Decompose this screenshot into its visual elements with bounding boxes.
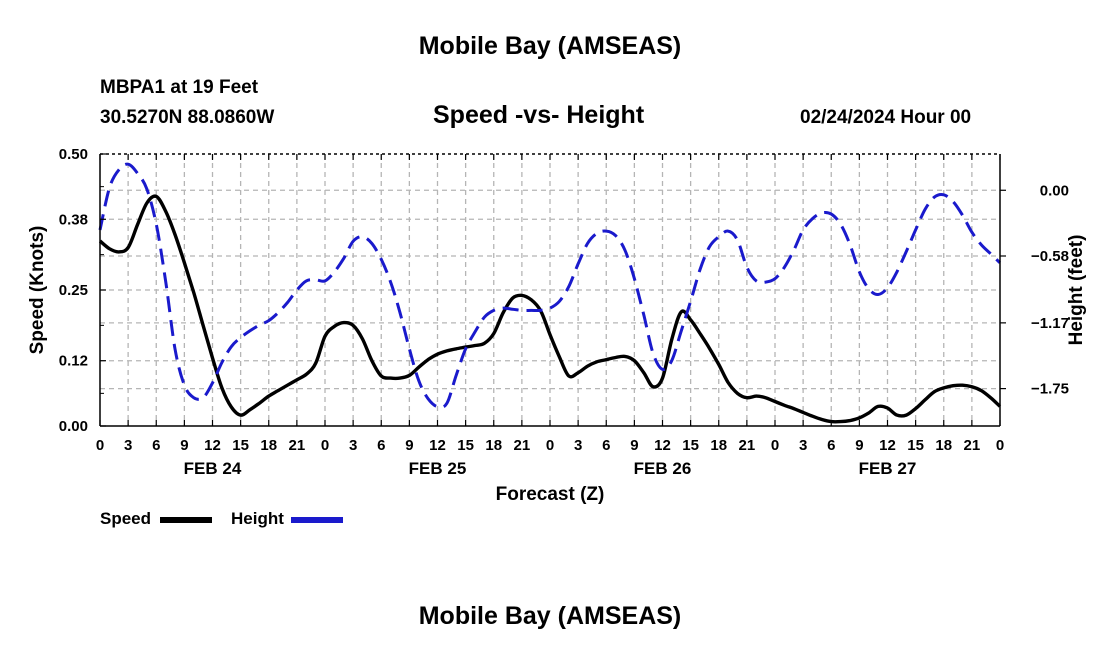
legend-height-swatch (291, 517, 343, 523)
x-tick-label: 6 (827, 437, 835, 454)
forecast-datetime: 02/24/2024 Hour 00 (800, 107, 972, 128)
legend-speed-label: Speed (100, 509, 152, 528)
chart-main-title: Mobile Bay (AMSEAS) (418, 32, 682, 60)
axes (99, 153, 1006, 427)
height-series-line (98, 162, 1002, 409)
station-label: MBPA1 at 19 Feet (100, 77, 259, 98)
y-tick-label: 0.00 (59, 418, 88, 435)
day-label: FEB 25 (409, 459, 467, 478)
x-tick-label: 21 (739, 437, 756, 454)
x-tick-label: 18 (710, 437, 727, 454)
x-tick-label: 21 (964, 437, 981, 454)
y-tick-label: 0.12 (59, 353, 88, 370)
y2-tick-label: −0.58 (1031, 248, 1069, 265)
x-tick-label: 3 (124, 437, 132, 454)
x-tick-label: 15 (232, 437, 249, 454)
y2-axis-title: Height (feet) (1066, 235, 1087, 346)
x-tick-label: 18 (935, 437, 952, 454)
x-tick-label: 9 (855, 437, 863, 454)
x-tick-label: 6 (152, 437, 160, 454)
x-tick-label: 3 (349, 437, 357, 454)
y2-tick-label: −1.75 (1031, 381, 1069, 398)
x-tick-label: 21 (289, 437, 306, 454)
x-tick-label: 15 (907, 437, 924, 454)
x-tick-label: 12 (879, 437, 896, 454)
station-coordinates: 30.5270N 88.0860W (100, 107, 275, 128)
x-tick-label: 12 (429, 437, 446, 454)
x-tick-label: 0 (546, 437, 554, 454)
x-tick-label: 21 (514, 437, 531, 454)
data-series (98, 162, 1002, 424)
x-tick-label: 0 (996, 437, 1004, 454)
x-tick-label: 0 (321, 437, 329, 454)
x-tick-label: 9 (405, 437, 413, 454)
x-tick-label: 15 (682, 437, 699, 454)
x-tick-label: 3 (799, 437, 807, 454)
x-tick-label: 6 (602, 437, 610, 454)
chart-subtitle: Speed -vs- Height (433, 101, 645, 129)
y-tick-label: 0.25 (59, 282, 88, 299)
x-tick-label: 0 (771, 437, 779, 454)
footer-title: Mobile Bay (AMSEAS) (418, 602, 682, 630)
x-tick-label: 0 (96, 437, 104, 454)
legend-height-label: Height (231, 509, 284, 528)
speed-series-line (98, 194, 1002, 424)
x-tick-label: 9 (180, 437, 188, 454)
day-label: FEB 24 (184, 459, 242, 478)
day-label: FEB 27 (859, 459, 917, 478)
x-tick-label: 3 (574, 437, 582, 454)
x-tick-label: 18 (260, 437, 277, 454)
x-tick-label: 12 (654, 437, 671, 454)
x-tick-label: 12 (204, 437, 221, 454)
axis-labels: 0 3 6 9 12 15 18 21 0 3 6 9 12 15 18 21 0 3 6 9 12 15 18 21 0 3 6 9… (27, 146, 1087, 505)
day-label: FEB 26 (634, 459, 692, 478)
y2-tick-label: −1.17 (1031, 315, 1069, 332)
x-axis-title: Forecast (Z) (496, 484, 605, 505)
y-axis-title: Speed (Knots) (27, 226, 48, 355)
speed-height-chart: 0 3 6 9 12 15 18 21 0 3 6 9 12 15 18 21 0 3 6 9 12 15 18 21 0 3 6 9… (27, 146, 1087, 505)
legend-speed-swatch (160, 517, 212, 523)
x-tick-label: 18 (485, 437, 502, 454)
x-tick-label: 6 (377, 437, 385, 454)
grid-lines (100, 154, 1000, 426)
y-tick-label: 0.38 (59, 211, 88, 228)
x-tick-label: 9 (630, 437, 638, 454)
x-tick-label: 15 (457, 437, 474, 454)
y2-tick-label: 0.00 (1040, 182, 1069, 199)
y-tick-label: 0.50 (59, 146, 88, 163)
